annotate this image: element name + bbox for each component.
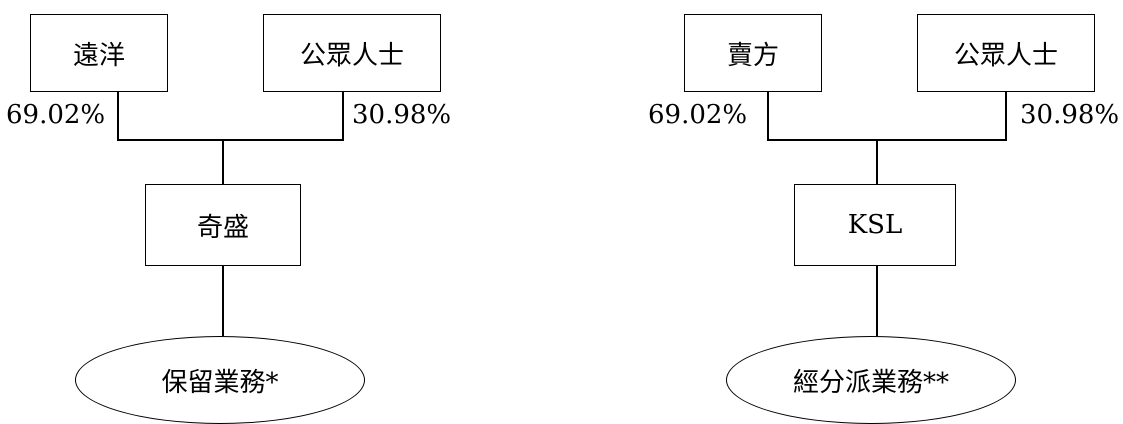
connector-line (876, 266, 878, 336)
parent-box-public: 公眾人士 (263, 14, 441, 92)
left-ownership-diagram: 遠洋 公眾人士 69.02% 30.98% 奇盛 保留業務* (0, 0, 480, 424)
connector-line (222, 140, 224, 185)
parent-box-public: 公眾人士 (917, 14, 1095, 92)
connector-line (1005, 92, 1007, 140)
ownership-pct-right: 30.98% (1020, 100, 1120, 130)
connector-line (222, 266, 224, 336)
ownership-pct-left: 69.02% (6, 100, 106, 130)
connector-line (342, 92, 344, 140)
connector-line (876, 140, 878, 185)
business-ellipse-distributed: 經分派業務** (726, 336, 1016, 424)
ownership-pct-left: 69.02% (648, 100, 748, 130)
company-box-ksl: KSL (794, 184, 956, 266)
company-box-kisheng: 奇盛 (145, 184, 301, 266)
connector-line (767, 92, 769, 140)
right-ownership-diagram: 賣方 公眾人士 69.02% 30.98% KSL 經分派業務** (648, 0, 1123, 424)
connector-line (767, 139, 1007, 141)
ownership-pct-right: 30.98% (352, 100, 452, 130)
connector-line (117, 92, 119, 140)
parent-box-yuanyang: 遠洋 (30, 14, 168, 92)
connector-line (117, 139, 344, 141)
business-ellipse-retained: 保留業務* (75, 336, 365, 424)
parent-box-seller: 賣方 (684, 14, 822, 92)
